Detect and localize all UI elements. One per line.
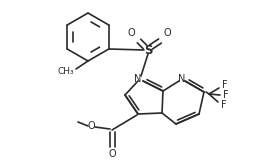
Text: O: O xyxy=(163,28,171,38)
Text: O: O xyxy=(108,149,116,159)
Text: F: F xyxy=(223,90,229,100)
Text: N: N xyxy=(134,74,142,84)
Text: CH₃: CH₃ xyxy=(58,66,74,75)
Text: N: N xyxy=(178,74,186,84)
Text: O: O xyxy=(127,28,135,38)
Text: S: S xyxy=(144,43,152,56)
Text: F: F xyxy=(222,80,228,90)
Text: O: O xyxy=(87,121,95,131)
Text: F: F xyxy=(221,100,227,110)
